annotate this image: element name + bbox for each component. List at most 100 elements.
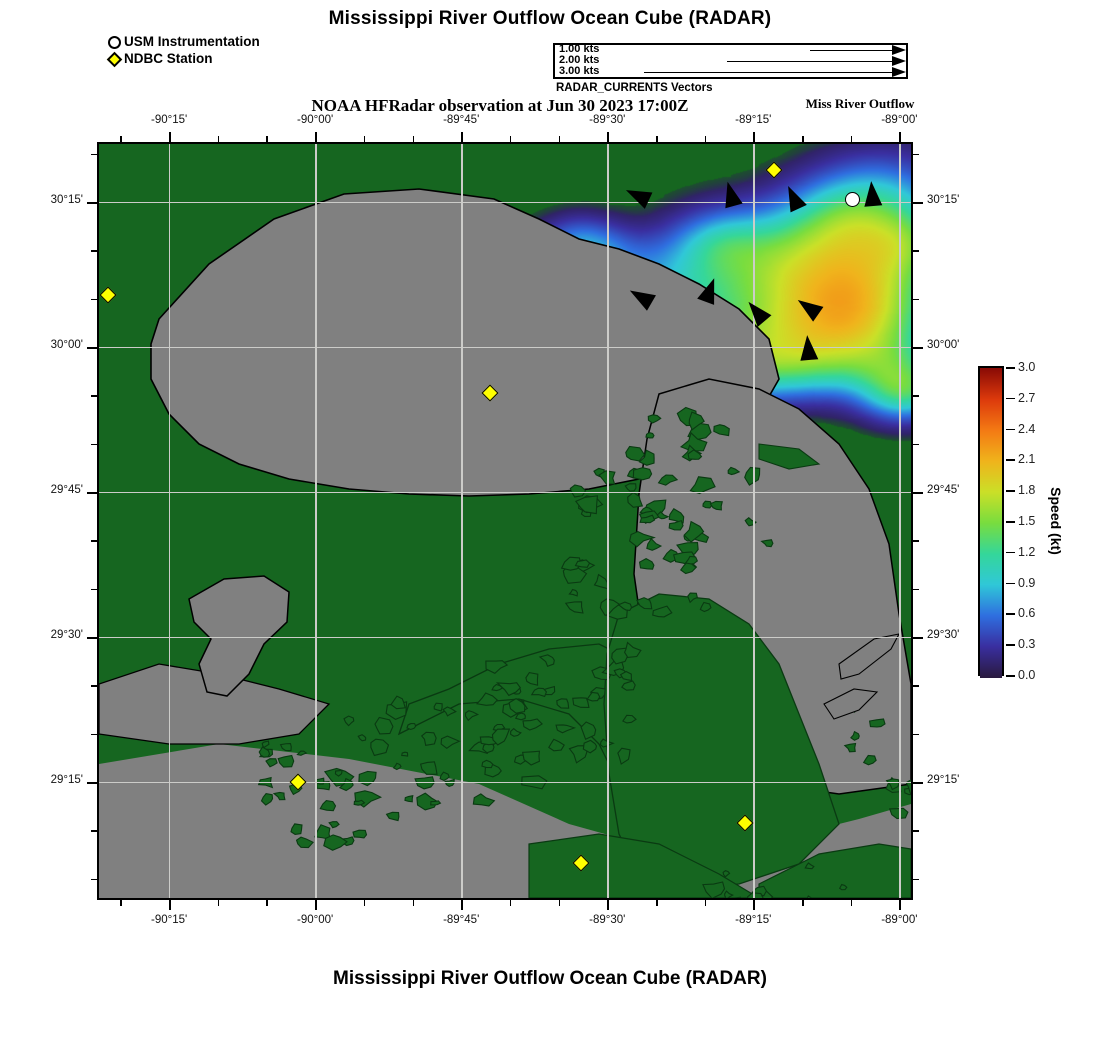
axis-tick-top	[753, 132, 755, 142]
colorbar-segment	[980, 635, 1002, 636]
colorbar-segment	[980, 627, 1002, 628]
axis-tick-left	[87, 202, 97, 204]
legend-label-ndbc: NDBC Station	[124, 51, 213, 66]
colorbar-segment	[980, 481, 1002, 482]
axis-tick-right	[913, 298, 919, 301]
colorbar-segment	[980, 533, 1002, 534]
colorbar-segment	[980, 512, 1002, 513]
x-axis-label-bottom: -89°45'	[443, 914, 480, 926]
vector-scale-row-3: 3.00 kts	[555, 66, 906, 78]
colorbar-tick-mark	[1006, 675, 1015, 677]
colorbar-segment	[980, 493, 1002, 494]
colorbar-segment	[980, 588, 1002, 589]
axis-tick-top	[655, 136, 658, 142]
y-axis-label-right: 29°45'	[927, 484, 960, 496]
colorbar-segment	[980, 380, 1002, 381]
colorbar-segment	[980, 479, 1002, 480]
colorbar-segment	[980, 389, 1002, 390]
colorbar-segment	[980, 556, 1002, 557]
colorbar-segment	[980, 450, 1002, 451]
colorbar-segment	[980, 642, 1002, 643]
axis-tick-bottom	[412, 900, 415, 906]
axis-tick-bottom	[558, 900, 561, 906]
colorbar-segment	[980, 527, 1002, 528]
colorbar-segment	[980, 625, 1002, 626]
colorbar-segment	[980, 391, 1002, 392]
colorbar-segment	[980, 652, 1002, 653]
colorbar-segment	[980, 462, 1002, 463]
colorbar-segment	[980, 410, 1002, 411]
colorbar-segment	[980, 632, 1002, 633]
colorbar-segment	[980, 451, 1002, 452]
colorbar-segment	[980, 485, 1002, 486]
axis-tick-left	[91, 878, 97, 881]
marker-legend: USM Instrumentation NDBC Station	[106, 34, 260, 68]
colorbar-segment	[980, 565, 1002, 566]
y-axis-label-right: 29°15'	[927, 774, 960, 786]
map-plot-area[interactable]	[97, 142, 913, 900]
colorbar-segment	[980, 577, 1002, 578]
colorbar-segment	[980, 439, 1002, 440]
colorbar-segment	[980, 502, 1002, 503]
colorbar-segment	[980, 494, 1002, 495]
colorbar-segment	[980, 472, 1002, 473]
colorbar-segment	[980, 387, 1002, 388]
axis-tick-top	[169, 132, 171, 142]
colorbar-segment	[980, 673, 1002, 674]
colorbar-segment	[980, 618, 1002, 619]
colorbar-segment	[980, 655, 1002, 656]
colorbar-segment	[980, 469, 1002, 470]
axis-tick-top	[850, 136, 853, 142]
colorbar-segment	[980, 550, 1002, 551]
colorbar-segment	[980, 670, 1002, 671]
colorbar-segment	[980, 429, 1002, 430]
usm-station-marker[interactable]	[845, 191, 861, 207]
colorbar-segment	[980, 421, 1002, 422]
colorbar-segment	[980, 648, 1002, 649]
colorbar-segment	[980, 669, 1002, 670]
colorbar-segment	[980, 491, 1002, 492]
colorbar-segment	[980, 553, 1002, 554]
colorbar-segment	[980, 590, 1002, 591]
colorbar-segment	[980, 399, 1002, 400]
colorbar-segment	[980, 402, 1002, 403]
colorbar-segment	[980, 442, 1002, 443]
colorbar-segment	[980, 638, 1002, 639]
axis-tick-left	[87, 782, 97, 784]
colorbar-segment	[980, 546, 1002, 547]
vector-scale-arrowhead-1	[892, 45, 906, 55]
graticule-parallel	[99, 637, 911, 639]
axis-tick-top	[266, 136, 269, 142]
colorbar-segment	[980, 459, 1002, 460]
colorbar-tick-label: 1.8	[1018, 483, 1036, 498]
axis-tick-left	[91, 250, 97, 252]
colorbar-segment	[980, 401, 1002, 402]
colorbar-segment	[980, 403, 1002, 404]
colorbar-segment	[980, 406, 1002, 407]
colorbar-segment	[980, 593, 1002, 594]
colorbar-segment	[980, 667, 1002, 668]
colorbar-segment	[980, 461, 1002, 462]
colorbar-tick-mark	[1006, 428, 1015, 431]
colorbar-segment	[980, 434, 1002, 435]
colorbar-segment	[980, 544, 1002, 545]
colorbar-segment	[980, 422, 1002, 423]
colorbar-segment	[980, 521, 1002, 522]
colorbar-segment	[980, 465, 1002, 466]
colorbar-segment	[980, 383, 1002, 384]
axis-tick-right	[913, 878, 919, 881]
current-vector-arrow	[797, 333, 819, 361]
axis-tick-right	[913, 588, 919, 591]
axis-tick-bottom	[120, 900, 123, 906]
colorbar-tick-label: 1.5	[1018, 514, 1036, 528]
colorbar-segment	[980, 641, 1002, 642]
axis-tick-bottom	[850, 900, 853, 906]
colorbar-segment	[980, 398, 1002, 399]
colorbar-segment	[980, 614, 1002, 615]
axis-tick-bottom	[169, 900, 171, 910]
vector-scale-arrowhead-2	[892, 56, 906, 66]
vector-scale-line-1	[810, 50, 892, 51]
x-axis-label-top: -89°00'	[881, 114, 918, 126]
colorbar-segment	[980, 435, 1002, 436]
y-axis-label-right: 30°15'	[927, 194, 960, 206]
